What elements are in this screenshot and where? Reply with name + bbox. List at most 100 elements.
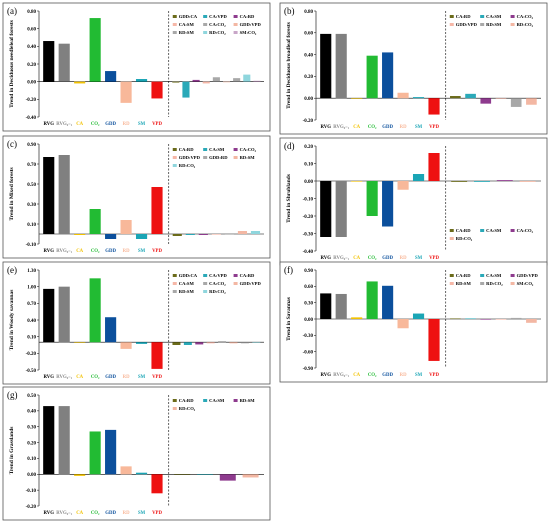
- bar-rvgsub: [58, 155, 70, 234]
- legend-label: RD:SM: [179, 30, 195, 35]
- x-tick-label: RD: [123, 375, 130, 380]
- interaction-bar: [519, 181, 536, 182]
- x-tick-label: RVG: [320, 373, 331, 378]
- panel-frame: [2, 135, 271, 259]
- y-tick-label: -0.90: [303, 367, 314, 372]
- y-tick-label: -0.40: [303, 250, 314, 255]
- x-tick-label: CA: [76, 375, 83, 380]
- legend-label: CA:SM: [486, 14, 502, 19]
- interaction-bar: [202, 81, 210, 84]
- x-tick-label: RVG₀₋₁: [56, 249, 72, 254]
- interaction-bar: [195, 342, 204, 345]
- bar-co2: [89, 278, 101, 343]
- legend-label: CA:SM: [179, 281, 195, 286]
- bar-gdd: [382, 285, 394, 319]
- legend-label: RD:SM: [240, 155, 256, 160]
- x-tick-label: RD: [400, 373, 407, 378]
- y-tick-label: -0.10: [26, 489, 37, 494]
- legend-swatch: [449, 23, 454, 26]
- chart-panel-2: (c) Trend in Mixed forests -0.10 0.10 0.30 0.…: [2, 135, 271, 259]
- interaction-bar: [526, 319, 537, 323]
- y-axis-label: Trend in Woody savannas: [9, 290, 15, 351]
- interaction-bar: [252, 342, 261, 343]
- y-tick-label: -0.20: [26, 505, 37, 510]
- interaction-bar: [192, 79, 200, 82]
- legend-swatch: [480, 23, 485, 26]
- legend-label: GDD:VPD: [240, 281, 262, 286]
- y-tick-label: 0.10: [27, 335, 36, 340]
- chart-panel-4: (e) Trend in Woody savannas -0.50 -0.20 0.10…: [2, 261, 271, 385]
- y-tick-label: 0.20: [304, 75, 313, 80]
- bar-gdd: [105, 234, 117, 239]
- bar-ca: [351, 317, 363, 319]
- x-tick-label: SM: [138, 511, 146, 516]
- interaction-bar: [253, 80, 261, 82]
- bar-rvg: [43, 406, 55, 475]
- legend-label: GDD:VPD: [517, 273, 539, 278]
- bar-rvgsub: [335, 181, 347, 237]
- legend-swatch: [203, 23, 208, 26]
- bar-rd: [397, 181, 409, 190]
- x-tick-label: RVG₀₋₁: [333, 256, 349, 261]
- x-tick-label: RD: [400, 125, 407, 130]
- legend-label: GDD:VPD: [240, 22, 262, 27]
- x-tick-label: VPD: [152, 511, 162, 516]
- interaction-bar: [212, 77, 220, 82]
- panel-frame: [279, 2, 548, 135]
- legend-swatch: [172, 31, 177, 34]
- legend-swatch: [233, 399, 238, 402]
- bar-vpd: [428, 319, 440, 361]
- chart-panel-6: (g) Trend in Grasslands -0.20 -0.10 0.00 0.10…: [2, 386, 271, 521]
- y-tick-label: 0.00: [27, 473, 36, 478]
- legend-label: GDD:CA: [179, 14, 198, 19]
- legend-label: RD:SM: [179, 289, 195, 294]
- panel-frame: [279, 261, 548, 383]
- bar-co2: [89, 18, 101, 82]
- bar-ca: [74, 234, 86, 235]
- legend-label: RD:CO₂: [209, 30, 226, 35]
- bar-rd: [120, 342, 132, 349]
- bar-sm: [135, 79, 148, 82]
- legend-swatch: [510, 229, 515, 232]
- legend-label: CA:RD: [179, 147, 194, 152]
- y-tick-label: -0.40: [26, 116, 37, 121]
- x-tick-label: CA: [353, 256, 360, 261]
- legend-label: RD:CO₂: [179, 406, 196, 411]
- bar-rvgsub: [335, 33, 347, 99]
- chart-panel-1: (b) Trend in Deciduous broadleaf forests -…: [279, 2, 548, 135]
- y-tick-label: 0.40: [27, 410, 36, 415]
- bar-ca: [74, 342, 86, 343]
- legend-swatch: [172, 164, 177, 167]
- bar-rvgsub: [58, 286, 70, 343]
- x-tick-label: RVG: [43, 375, 54, 380]
- y-tick-label: 0.20: [27, 441, 36, 446]
- interaction-bar: [237, 231, 248, 234]
- y-axis-label: Trend in Deciduous needleleaf forests: [9, 20, 15, 108]
- legend-label: CA:CO₂: [240, 147, 257, 152]
- legend-label: CA:RD: [456, 228, 471, 233]
- legend-label: CA:RD: [179, 398, 194, 403]
- legend-label: CA:CO₂: [209, 22, 226, 27]
- y-tick-label: 0.20: [304, 145, 313, 150]
- x-tick-label: SM: [138, 249, 146, 254]
- y-tick-label: 0.30: [27, 203, 36, 208]
- x-tick-label: GDD: [105, 375, 116, 380]
- interaction-bar: [172, 81, 180, 83]
- x-tick-label: CA: [76, 511, 83, 516]
- y-tick-label: 0.60: [304, 32, 313, 37]
- y-axis-label: Trend in Deciduous broadleaf forests: [286, 22, 292, 109]
- x-tick-label: CA: [353, 373, 360, 378]
- legend-label: CA:SM: [179, 22, 195, 27]
- panel-frame: [2, 386, 271, 521]
- y-tick-label: 0.00: [27, 80, 36, 85]
- legend-label: CA:VPD: [209, 14, 227, 19]
- legend-swatch: [172, 23, 177, 26]
- interaction-bar: [233, 78, 241, 82]
- legend-swatch: [172, 148, 177, 151]
- y-axis-label: Trend in Mixed forests: [9, 167, 15, 220]
- legend-swatch: [172, 290, 177, 293]
- panel-label: (g): [7, 390, 18, 400]
- x-tick-label: GDD: [382, 373, 393, 378]
- legend-swatch: [510, 282, 515, 285]
- x-tick-label: VPD: [429, 125, 439, 130]
